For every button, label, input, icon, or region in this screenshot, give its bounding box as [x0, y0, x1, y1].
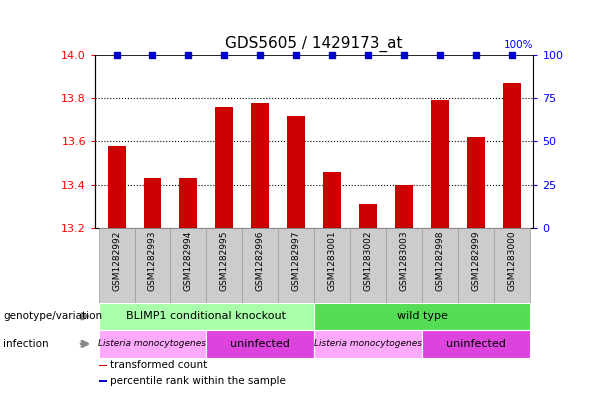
Bar — [207, 228, 242, 303]
Bar — [215, 107, 234, 228]
Title: GDS5605 / 1429173_at: GDS5605 / 1429173_at — [226, 36, 403, 52]
Bar — [134, 228, 170, 303]
Bar — [143, 178, 161, 228]
Text: percentile rank within the sample: percentile rank within the sample — [110, 376, 286, 386]
Bar — [99, 303, 314, 330]
Text: GSM1282999: GSM1282999 — [471, 230, 481, 291]
Bar — [458, 228, 494, 303]
Bar — [422, 330, 530, 358]
Text: GSM1283000: GSM1283000 — [507, 230, 516, 291]
Text: GSM1283001: GSM1283001 — [327, 230, 337, 291]
Bar — [287, 116, 305, 228]
Bar — [314, 228, 350, 303]
Text: uninfected: uninfected — [446, 339, 506, 349]
Text: GSM1283002: GSM1283002 — [364, 230, 373, 291]
Bar — [207, 330, 314, 358]
Bar — [251, 103, 269, 228]
Bar — [314, 303, 530, 330]
Text: GSM1282997: GSM1282997 — [292, 230, 301, 291]
Text: uninfected: uninfected — [230, 339, 290, 349]
Bar — [422, 228, 458, 303]
Text: GSM1282996: GSM1282996 — [256, 230, 265, 291]
Text: transformed count: transformed count — [110, 360, 208, 371]
Text: Listeria monocytogenes: Listeria monocytogenes — [99, 340, 207, 348]
Bar — [395, 185, 413, 228]
Bar — [99, 365, 107, 366]
Text: infection: infection — [3, 339, 48, 349]
Bar — [314, 330, 422, 358]
Text: GSM1283003: GSM1283003 — [400, 230, 408, 291]
Bar — [494, 228, 530, 303]
Bar — [99, 330, 207, 358]
Text: wild type: wild type — [397, 311, 447, 321]
Bar — [323, 172, 341, 228]
Bar — [278, 228, 314, 303]
Bar — [467, 137, 485, 228]
Bar — [99, 380, 107, 382]
Bar — [386, 228, 422, 303]
Bar — [99, 228, 134, 303]
Text: GSM1282998: GSM1282998 — [435, 230, 444, 291]
Text: Listeria monocytogenes: Listeria monocytogenes — [314, 340, 422, 348]
Text: genotype/variation: genotype/variation — [3, 311, 102, 321]
Bar — [359, 204, 377, 228]
Text: GSM1282992: GSM1282992 — [112, 230, 121, 290]
Bar — [503, 83, 520, 228]
Bar — [180, 178, 197, 228]
Bar — [170, 228, 207, 303]
Text: GSM1282995: GSM1282995 — [220, 230, 229, 291]
Bar — [108, 146, 126, 228]
Bar — [242, 228, 278, 303]
Bar — [350, 228, 386, 303]
Text: BLIMP1 conditional knockout: BLIMP1 conditional knockout — [126, 311, 286, 321]
Text: GSM1282994: GSM1282994 — [184, 230, 193, 290]
Text: 100%: 100% — [504, 40, 533, 50]
Text: GSM1282993: GSM1282993 — [148, 230, 157, 291]
Bar — [431, 101, 449, 228]
